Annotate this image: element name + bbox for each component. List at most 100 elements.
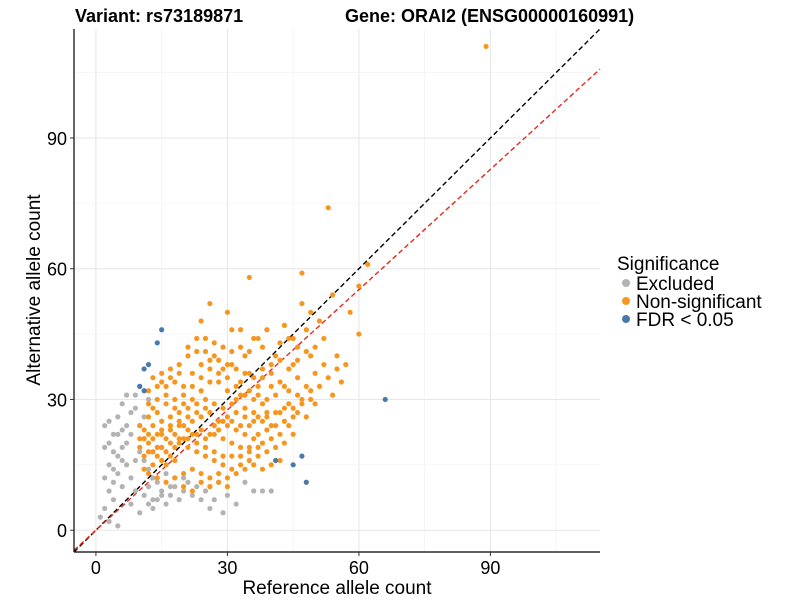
- point-non-significant: [145, 388, 152, 394]
- point-non-significant: [286, 366, 292, 372]
- point-excluded: [110, 466, 117, 472]
- point-excluded: [185, 479, 191, 485]
- legend-label-non-significant: Non-significant: [636, 292, 762, 313]
- point-non-significant: [159, 379, 165, 385]
- point-excluded: [119, 444, 125, 450]
- point-fdr-0-05: [273, 457, 279, 464]
- legend-swatch-fdr: [622, 315, 630, 323]
- point-non-significant: [299, 396, 305, 403]
- point-non-significant: [172, 379, 178, 385]
- point-non-significant: [251, 335, 257, 342]
- point-non-significant: [242, 405, 248, 411]
- point-non-significant: [277, 431, 283, 437]
- point-excluded: [115, 414, 121, 420]
- point-excluded: [141, 414, 147, 420]
- point-non-significant: [141, 466, 147, 472]
- point-non-significant: [356, 283, 362, 289]
- point-non-significant: [163, 401, 169, 407]
- point-non-significant: [145, 401, 152, 407]
- point-excluded: [202, 488, 209, 494]
- point-non-significant: [150, 436, 156, 442]
- point-non-significant: [202, 444, 209, 450]
- point-non-significant: [299, 401, 305, 407]
- point-non-significant: [277, 457, 283, 464]
- point-non-significant: [198, 427, 204, 433]
- point-non-significant: [277, 357, 283, 363]
- point-non-significant: [211, 423, 217, 429]
- point-non-significant: [150, 462, 156, 468]
- point-non-significant: [180, 484, 187, 490]
- point-non-significant: [273, 444, 279, 450]
- point-non-significant: [189, 370, 195, 376]
- point-excluded: [172, 484, 178, 490]
- point-fdr-0-05: [141, 388, 147, 394]
- point-excluded: [110, 431, 117, 437]
- point-excluded: [163, 501, 169, 507]
- point-non-significant: [163, 392, 169, 398]
- point-non-significant: [251, 409, 257, 416]
- point-non-significant: [163, 449, 169, 455]
- point-non-significant: [207, 409, 213, 416]
- point-non-significant: [294, 392, 301, 398]
- point-non-significant: [220, 366, 226, 372]
- point-excluded: [259, 488, 266, 494]
- point-non-significant: [294, 375, 301, 381]
- point-non-significant: [224, 484, 231, 490]
- point-non-significant: [163, 436, 169, 442]
- point-non-significant: [185, 344, 191, 350]
- point-excluded: [128, 501, 134, 507]
- point-excluded: [132, 392, 138, 398]
- point-non-significant: [198, 388, 204, 394]
- point-non-significant: [251, 436, 257, 442]
- point-non-significant: [233, 396, 239, 403]
- point-non-significant: [154, 383, 160, 389]
- point-excluded: [145, 501, 152, 507]
- point-excluded: [102, 505, 108, 512]
- point-excluded: [102, 444, 108, 450]
- point-excluded: [115, 431, 121, 437]
- point-non-significant: [251, 418, 257, 424]
- point-non-significant: [189, 488, 195, 494]
- point-non-significant: [281, 418, 287, 424]
- point-non-significant: [202, 405, 209, 411]
- reference-line-identity: [73, 28, 601, 553]
- point-excluded: [176, 497, 182, 503]
- point-non-significant: [229, 466, 235, 472]
- point-non-significant: [264, 427, 270, 433]
- point-non-significant: [343, 361, 349, 368]
- point-non-significant: [237, 327, 244, 333]
- point-non-significant: [194, 409, 200, 416]
- point-non-significant: [338, 379, 344, 385]
- point-non-significant: [242, 414, 248, 420]
- point-non-significant: [185, 427, 191, 433]
- point-excluded: [145, 396, 152, 403]
- point-excluded: [124, 392, 130, 398]
- point-non-significant: [176, 423, 182, 429]
- point-non-significant: [286, 401, 292, 407]
- point-non-significant: [141, 436, 147, 442]
- point-non-significant: [216, 470, 222, 477]
- point-non-significant: [294, 357, 301, 363]
- point-non-significant: [211, 353, 217, 359]
- point-non-significant: [194, 431, 200, 437]
- point-fdr-0-05: [154, 340, 160, 346]
- point-excluded: [145, 466, 152, 472]
- point-non-significant: [290, 431, 296, 437]
- point-non-significant: [194, 335, 200, 342]
- point-excluded: [106, 518, 112, 525]
- point-excluded: [268, 488, 274, 494]
- point-non-significant: [198, 414, 204, 420]
- point-non-significant: [216, 357, 222, 363]
- point-excluded: [159, 492, 165, 498]
- point-fdr-0-05: [137, 383, 143, 389]
- point-excluded: [128, 409, 134, 416]
- point-non-significant: [189, 431, 195, 437]
- point-non-significant: [224, 388, 231, 394]
- point-fdr-0-05: [299, 453, 305, 459]
- point-non-significant: [255, 431, 261, 437]
- point-non-significant: [207, 484, 213, 490]
- point-non-significant: [246, 423, 252, 429]
- point-non-significant: [330, 292, 336, 298]
- legend-item-excluded: Excluded: [622, 274, 714, 295]
- point-excluded: [119, 484, 125, 490]
